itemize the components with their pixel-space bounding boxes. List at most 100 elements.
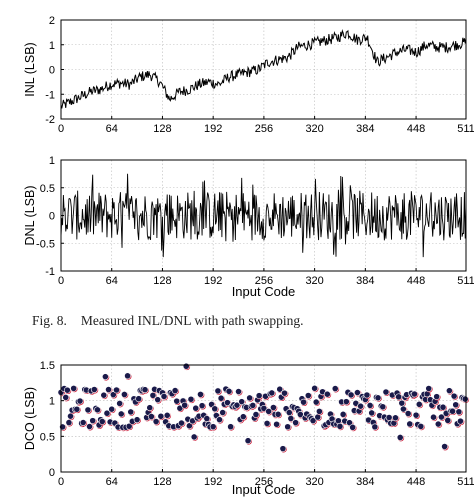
- x-tick-label: 0: [58, 275, 64, 287]
- dco-point: [244, 437, 252, 445]
- dco-point: [211, 405, 219, 413]
- dco-point: [457, 417, 464, 425]
- dco-point: [98, 418, 106, 425]
- dco-point: [406, 420, 414, 428]
- dco-point: [304, 392, 312, 399]
- y-tick-label: -1: [45, 266, 55, 278]
- x-tick-label: 0: [58, 123, 64, 135]
- dco-point: [216, 416, 223, 424]
- dco-point: [279, 445, 287, 453]
- x-tick-label: 511: [457, 476, 474, 488]
- dco-point: [382, 388, 390, 396]
- x-tick-label: 256: [255, 123, 273, 135]
- dco-point: [396, 434, 404, 441]
- dco-point: [217, 394, 225, 402]
- dco-point: [379, 403, 387, 411]
- dco-point: [178, 419, 185, 427]
- dco-point: [103, 409, 111, 417]
- dco-point: [268, 389, 276, 397]
- dco-point: [430, 413, 437, 421]
- x-tick-label: 128: [153, 275, 171, 287]
- x-tick-label: 320: [305, 476, 323, 488]
- dco-point: [439, 403, 447, 411]
- dco-point: [84, 406, 92, 414]
- chart-2: 0 64 128 192 256 320 384 448 511 -1 -0.5 0 0.5 1 DNL (…: [23, 155, 474, 299]
- dco-point: [399, 405, 407, 413]
- dco-point: [154, 396, 162, 404]
- dco-point: [425, 385, 433, 392]
- dco-point: [157, 412, 165, 420]
- dco-point: [450, 392, 458, 400]
- x-tick-label: 384: [356, 275, 374, 287]
- dco-point: [227, 423, 235, 431]
- dco-point: [349, 423, 357, 431]
- dco-point: [101, 373, 109, 381]
- dco-point: [274, 410, 282, 418]
- dco-point: [334, 417, 342, 425]
- dco-point: [276, 385, 284, 393]
- dco-point: [160, 393, 168, 400]
- dco-point: [339, 410, 347, 418]
- dco-point: [246, 394, 254, 402]
- dco-point: [100, 391, 108, 399]
- dco-point: [94, 406, 101, 414]
- x-tick-label: 320: [305, 275, 323, 287]
- dco-point: [116, 400, 124, 407]
- dco-point: [445, 387, 453, 395]
- dco-point: [109, 391, 117, 399]
- x-tick-label: 64: [106, 476, 118, 488]
- chart-1: 0 64 128 192 256 320 384 448 511 -2 -1 0 1 2 INL (LSB): [23, 15, 474, 135]
- y-tick-label: -2: [45, 114, 55, 126]
- dco-point: [238, 398, 246, 406]
- dco-point: [86, 423, 93, 430]
- dco-point: [331, 385, 339, 392]
- x-tick-label: 128: [153, 123, 171, 135]
- y-tick-label: -1: [45, 89, 55, 101]
- x-tick-label: 128: [153, 476, 171, 488]
- dco-point: [146, 404, 154, 412]
- dco-point: [185, 422, 193, 430]
- x-tick-label: 64: [106, 123, 118, 135]
- dco-point: [363, 391, 371, 399]
- dco-point: [209, 423, 217, 431]
- dco-point: [62, 394, 70, 401]
- dco-point: [404, 410, 412, 417]
- dco-point: [187, 395, 195, 403]
- y-tick-label: 1.5: [40, 360, 55, 372]
- plot-frame: [60, 364, 467, 473]
- dco-point: [198, 402, 206, 410]
- dco-point: [173, 397, 181, 405]
- dco-point: [65, 419, 73, 427]
- x-tick-label: 256: [255, 476, 273, 488]
- dco-point: [287, 415, 295, 422]
- dco-point: [219, 409, 227, 416]
- dco-point: [225, 387, 233, 395]
- y-tick-label: 0: [49, 467, 55, 479]
- dco-point: [181, 401, 189, 409]
- y-tick-label: -0.5: [36, 238, 55, 250]
- dco-point: [433, 393, 441, 401]
- dco-point: [171, 387, 179, 394]
- y-axis-label: INL (LSB): [23, 42, 37, 96]
- x-tick-label: 448: [407, 275, 425, 287]
- x-tick-label: 192: [204, 476, 222, 488]
- dco-point: [270, 404, 277, 411]
- dco-point: [121, 391, 128, 398]
- dco-point: [315, 407, 323, 415]
- dco-point: [125, 422, 133, 430]
- x-tick-label: 256: [255, 275, 273, 287]
- dco-point: [135, 395, 143, 403]
- dco-point: [395, 393, 403, 401]
- dco-point: [108, 405, 116, 413]
- dco-point: [455, 408, 463, 416]
- dco-point: [224, 399, 231, 407]
- caption-label: Fig. 8.: [32, 313, 67, 328]
- dco-point: [260, 405, 268, 412]
- x-tick-label: 511: [457, 123, 474, 135]
- dco-point: [385, 414, 393, 421]
- dco-point: [357, 402, 364, 410]
- dco-point: [249, 401, 257, 409]
- dco-point: [444, 416, 452, 424]
- dco-point: [233, 401, 241, 409]
- x-tick-label: 64: [106, 275, 118, 287]
